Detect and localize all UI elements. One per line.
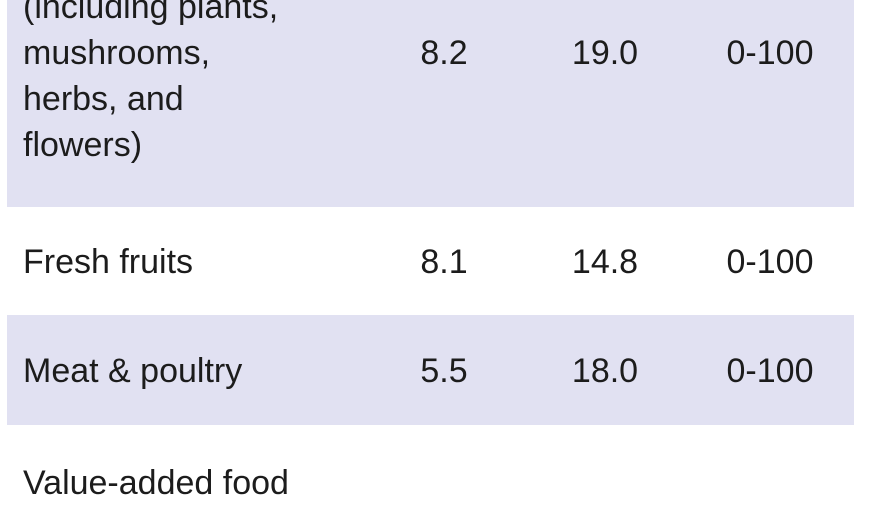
table-cell-value: 14.8 [571,243,639,281]
row-label: Fresh fruits [23,243,194,281]
table-row: Value-added food [7,425,854,502]
table-cell-value: 18.0 [571,352,639,390]
table-row: Fresh fruits 8.1 14.8 0-100 [7,207,854,315]
row-label-line: mushrooms, [23,34,211,72]
table-cell-range: 0-100 [726,243,814,281]
table-cell-value: 8.2 [420,34,468,72]
row-label-line: herbs, and [23,80,184,118]
row-label-line: (including plants, [23,0,279,26]
row-label-line: flowers) [23,126,143,164]
row-label: Meat & poultry [23,352,243,390]
table-row: (including plants, mushrooms, herbs, and… [7,0,854,207]
table-row: Meat & poultry 5.5 18.0 0-100 [7,315,854,425]
row-label: Value-added food [23,464,289,502]
table-cell-value: 5.5 [420,352,468,390]
table-cell-value: 19.0 [571,34,639,72]
table-cell-value: 8.1 [420,243,468,281]
table-cell-range: 0-100 [726,34,814,72]
table-cell-range: 0-100 [726,352,814,390]
